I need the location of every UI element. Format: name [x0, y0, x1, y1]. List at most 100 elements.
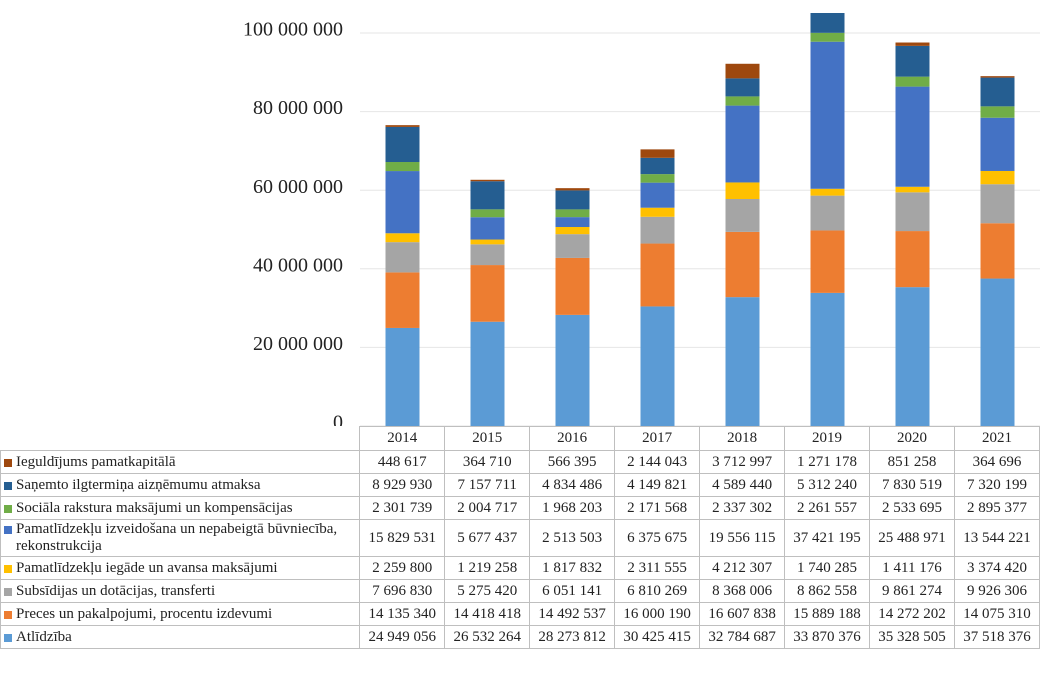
- legend-entry: Ieguldījums pamatkapitālā: [3, 454, 357, 471]
- bar-segment: [810, 230, 845, 293]
- bar-segment: [980, 76, 1015, 78]
- legend-key: [4, 610, 12, 619]
- value-label: 448 617: [359, 450, 446, 474]
- bar-segment: [810, 195, 845, 231]
- series-name: Pamatlīdzekļu izveidošana un nepabeigtā …: [16, 521, 338, 554]
- y-tick-label: 40 000 000: [253, 254, 343, 276]
- value-label: 364 710: [444, 450, 531, 474]
- bar-segment: [895, 231, 930, 288]
- value-label: 28 273 812: [529, 625, 616, 649]
- bar-segment: [640, 216, 675, 244]
- value-label: 4 149 821: [614, 473, 701, 497]
- value-label: 19 556 115: [699, 519, 786, 557]
- bar-segment: [385, 242, 420, 273]
- legend-key: [4, 458, 12, 467]
- value-label: 2 533 695: [869, 496, 955, 520]
- value-label: 13 544 221: [953, 519, 1040, 557]
- bar-segment: [640, 182, 675, 208]
- value-label: 6 810 269: [614, 579, 701, 603]
- legend-key: [4, 587, 12, 596]
- bar-segment: [725, 96, 760, 106]
- series-row: Saņemto ilgtermiņa aizņēmumu atmaksa 8 92…: [0, 473, 1040, 497]
- value-label: 9 861 274: [869, 579, 955, 603]
- bar-segment: [640, 306, 675, 426]
- legend-key: [4, 504, 12, 513]
- legend-entry: Sociāla rakstura maksājumi un kompensāci…: [3, 500, 357, 517]
- series-name: Atlīdzība: [16, 628, 72, 645]
- value-label: 2 144 043: [614, 450, 701, 474]
- value-label: 2 337 302: [699, 496, 786, 520]
- bar-segment: [640, 174, 675, 183]
- value-label: 1 817 832: [529, 556, 616, 580]
- series-name-cell: Preces un pakalpojumi, procentu izdevumi: [0, 602, 361, 626]
- category-label: 2019: [784, 426, 870, 451]
- value-label: 2 895 377: [953, 496, 1040, 520]
- value-label: 7 320 199: [953, 473, 1040, 497]
- bar-segment: [810, 13, 845, 33]
- bar-segment: [470, 239, 505, 245]
- bar-segment: [470, 244, 505, 266]
- bar-segment: [895, 45, 930, 77]
- bar-segment: [640, 157, 675, 175]
- legend-entry: Saņemto ilgtermiņa aizņēmumu atmaksa: [3, 477, 357, 494]
- value-label: 8 929 930: [359, 473, 446, 497]
- category-label: 2015: [444, 426, 531, 451]
- series-name-cell: Subsīdijas un dotācijas, transferti: [0, 579, 361, 603]
- bar-segment: [555, 190, 590, 210]
- bar-segment: [640, 207, 675, 217]
- bar-segment: [725, 231, 760, 298]
- category-label: 2014: [359, 426, 446, 451]
- legend-entry: Subsīdijas un dotācijas, transferti: [3, 583, 357, 600]
- bar-segment: [810, 41, 845, 189]
- series-row: Ieguldījums pamatkapitālā 448 617 364 710 5…: [0, 450, 1040, 474]
- category-label: 2020: [869, 426, 955, 451]
- legend-entry: Pamatlīdzekļu izveidošana un nepabeigtā …: [3, 521, 357, 555]
- bar-segment: [555, 257, 590, 315]
- series-row: Sociāla rakstura maksājumi un kompensāci…: [0, 496, 1040, 520]
- y-tick-label: 0: [333, 412, 343, 426]
- series-row: Preces un pakalpojumi, procentu izdevumi…: [0, 602, 1040, 626]
- bar-segment: [725, 297, 760, 426]
- value-label: 8 862 558: [784, 579, 870, 603]
- y-tick-label: 60 000 000: [253, 176, 343, 198]
- legend-key: [4, 526, 12, 534]
- bars: [385, 13, 1015, 426]
- bar-segment: [810, 188, 845, 196]
- bar-segment: [555, 234, 590, 258]
- series-name-cell: Pamatlīdzekļu izveidošana un nepabeigtā …: [0, 519, 361, 557]
- value-label: 14 418 418: [444, 602, 531, 626]
- value-label: 3 712 997: [699, 450, 786, 474]
- bar-segment: [895, 76, 930, 87]
- series-row: Pamatlīdzekļu iegāde un avansa maksājumi…: [0, 556, 1040, 580]
- value-label: 33 870 376: [784, 625, 870, 649]
- value-label: 7 830 519: [869, 473, 955, 497]
- value-label: 5 677 437: [444, 519, 531, 557]
- series-name: Ieguldījums pamatkapitālā: [16, 453, 176, 470]
- value-label: 24 949 056: [359, 625, 446, 649]
- value-label: 37 421 195: [784, 519, 870, 557]
- value-label: 8 368 006: [699, 579, 786, 603]
- category-label: 2021: [953, 426, 1040, 451]
- bar-segment: [470, 179, 505, 182]
- value-label: 30 425 415: [614, 625, 701, 649]
- value-label: 6 375 675: [614, 519, 701, 557]
- bar-segment: [895, 192, 930, 232]
- category-label: 2017: [614, 426, 701, 451]
- bar-segment: [725, 78, 760, 97]
- bar-segment: [725, 182, 760, 200]
- bar-segment: [980, 170, 1015, 185]
- category-label: 2018: [699, 426, 786, 451]
- bar-segment: [385, 162, 420, 172]
- value-label: 5 275 420: [444, 579, 531, 603]
- value-label: 26 532 264: [444, 625, 531, 649]
- value-label: 2 301 739: [359, 496, 446, 520]
- value-label: 14 272 202: [869, 602, 955, 626]
- bar-segment: [555, 227, 590, 235]
- legend-key: [4, 564, 12, 573]
- series-name-cell: Sociāla rakstura maksājumi un kompensāci…: [0, 496, 361, 520]
- legend-entry: Atlīdzība: [3, 629, 357, 646]
- bar-segment: [980, 117, 1015, 171]
- value-label: 5 312 240: [784, 473, 870, 497]
- value-label: 3 374 420: [953, 556, 1040, 580]
- value-label: 14 075 310: [953, 602, 1040, 626]
